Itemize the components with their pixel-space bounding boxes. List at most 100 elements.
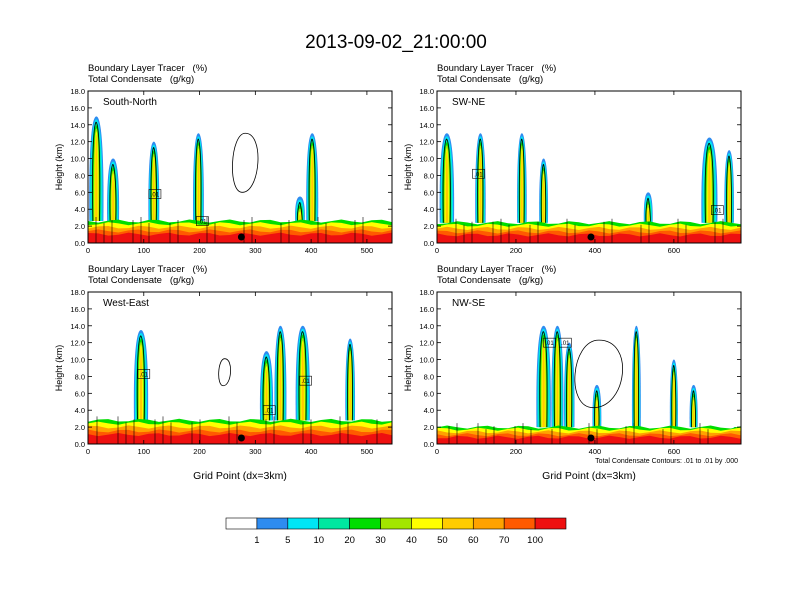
y-tick-label: 18.0: [70, 87, 85, 96]
convective-plume: [564, 342, 575, 428]
contour-label-box: [472, 168, 485, 179]
convective-plume: [274, 325, 287, 421]
condensate-contour: [691, 390, 696, 428]
subtitle-line: Boundary Layer Tracer (%): [437, 63, 557, 74]
subtitle-line: Total Condensate (g/kg): [437, 275, 544, 286]
panel-subtitle: Boundary Layer Tracer (%) Total Condensat…: [437, 63, 556, 85]
y-tick-label: 16.0: [70, 104, 85, 113]
y-axis-label: Height (km): [54, 345, 64, 392]
y-tick-label: 10.0: [419, 356, 434, 365]
panel-subtitle: Boundary Layer Tracer (%) Total Condensat…: [88, 63, 207, 85]
panel-subtitle: Boundary Layer Tracer (%) Total Condensat…: [437, 264, 556, 286]
condensate-contour: [553, 331, 561, 428]
subtitle-line: Total Condensate (g/kg): [437, 74, 544, 85]
y-tick-label: 0.0: [75, 239, 85, 248]
y-tick-label: 6.0: [75, 188, 85, 197]
y-tick-label: 2.0: [75, 222, 85, 231]
plume-band: [349, 356, 351, 421]
colorbar-swatch: [534, 517, 567, 530]
condensate-contour: [645, 197, 651, 224]
convective-plume: [89, 116, 104, 222]
y-tick-label: 10.0: [70, 356, 85, 365]
condensate-contour: [195, 138, 202, 222]
x-tick-label: 200: [510, 447, 523, 456]
contour-note: Total Condensate Contours: .01 to .01 by…: [595, 458, 738, 465]
convective-plume: [295, 196, 305, 223]
y-tick-label: 16.0: [419, 104, 434, 113]
condensate-contour: [477, 138, 484, 223]
condensate-contour: [539, 331, 548, 428]
condensate-contour: [276, 331, 284, 421]
y-tick-label: 8.0: [424, 372, 434, 381]
y-tick-label: 0.0: [424, 440, 434, 449]
x-tick-label: 400: [305, 246, 318, 255]
condensate-contour: [298, 331, 307, 421]
colorbar-label: 5: [285, 535, 290, 546]
condensate-contour: [574, 339, 623, 409]
x-axis-label: Grid Point (dx=3km): [193, 470, 287, 482]
y-tick-label: 2.0: [424, 222, 434, 231]
x-tick-label: 200: [510, 246, 523, 255]
y-tick-label: 4.0: [424, 205, 434, 214]
contour-label-box: [262, 405, 276, 416]
x-tick-label: 300: [249, 246, 262, 255]
colorbar-label: 70: [499, 535, 510, 546]
plume-band: [542, 176, 545, 223]
plume-band: [542, 343, 545, 428]
y-tick-label: 0.0: [424, 239, 434, 248]
location-marker: [587, 434, 595, 442]
colorbar-label: 30: [375, 535, 386, 546]
plume-band: [311, 151, 314, 222]
plume-band: [197, 151, 200, 222]
colorbar-swatch: [225, 517, 258, 530]
y-tick-label: 6.0: [424, 188, 434, 197]
y-tick-label: 6.0: [75, 389, 85, 398]
chart-panel: .01 .01 NW-SE 0.0 2.0 4.0 6.0 8.0 10.0 12.0 14.0 16…: [403, 288, 742, 482]
plume-band: [521, 151, 523, 223]
plume-band: [708, 155, 711, 223]
tracer-field: [88, 116, 392, 243]
convective-plume: [592, 384, 602, 428]
colorbar-label: 100: [527, 535, 543, 546]
plume-band: [635, 343, 638, 428]
colorbar-swatch: [503, 517, 536, 530]
convective-plume: [643, 192, 653, 224]
subtitle-line: Boundary Layer Tracer (%): [88, 63, 208, 74]
y-tick-label: 8.0: [424, 171, 434, 180]
contour-label: .01: [545, 341, 554, 347]
y-tick-label: 14.0: [70, 121, 85, 130]
y-tick-label: 16.0: [419, 305, 434, 314]
y-tick-label: 4.0: [75, 406, 85, 415]
y-tick-label: 14.0: [419, 121, 434, 130]
contour-label: .01: [474, 172, 483, 178]
contour-label-box: [299, 375, 312, 386]
contour-label-box: [137, 369, 151, 379]
plot-frame: [436, 90, 742, 244]
plume-band: [139, 348, 143, 421]
convective-plume: [701, 137, 718, 223]
x-tick-label: 500: [361, 447, 374, 456]
contour-label: .01: [561, 341, 570, 347]
y-tick-label: 12.0: [419, 339, 434, 348]
condensate-contour: [566, 348, 573, 428]
tracer-field: [88, 325, 392, 444]
colorbar-label: 10: [313, 535, 324, 546]
contour-label: .01: [265, 409, 274, 415]
x-tick-label: 0: [86, 447, 90, 456]
subtitle-line: Total Condensate (g/kg): [88, 74, 195, 85]
contour-label: .01: [151, 193, 160, 199]
y-tick-label: 10.0: [419, 155, 434, 164]
plume-band: [152, 159, 155, 222]
contour-label: .01: [198, 220, 207, 226]
plume-band: [445, 151, 449, 223]
x-tick-label: 200: [193, 246, 206, 255]
condensate-contour: [232, 132, 259, 193]
convective-plume: [345, 338, 356, 421]
convective-plume: [259, 351, 274, 421]
tracer-field: [437, 133, 741, 243]
condensate-contour: [594, 390, 600, 428]
tracer-field: [437, 325, 741, 444]
y-tick-label: 8.0: [75, 372, 85, 381]
y-tick-label: 12.0: [419, 138, 434, 147]
